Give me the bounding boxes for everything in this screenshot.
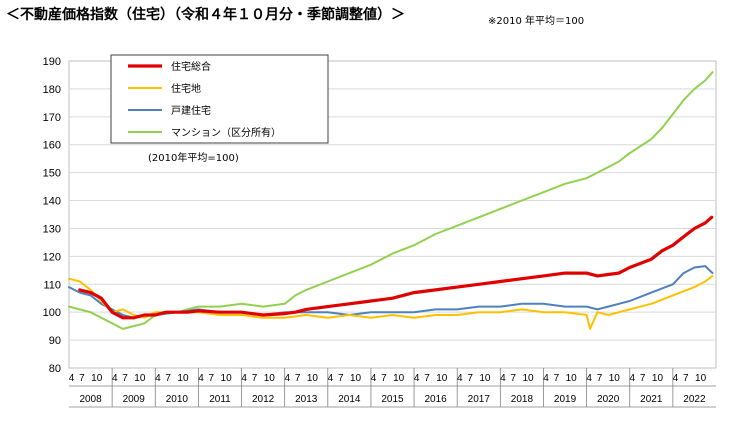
month-tick-label: 4 bbox=[586, 373, 592, 384]
y-tick-label: 120 bbox=[43, 251, 61, 263]
month-tick-label: 4 bbox=[198, 373, 204, 384]
y-tick-label: 160 bbox=[43, 140, 61, 152]
month-tick-label: 7 bbox=[209, 373, 215, 384]
month-tick-label: 10 bbox=[393, 373, 405, 384]
month-tick-label: 4 bbox=[543, 373, 549, 384]
month-tick-label: 7 bbox=[165, 373, 171, 384]
month-tick-label: 10 bbox=[91, 373, 103, 384]
y-tick-label: 80 bbox=[49, 363, 61, 375]
month-tick-label: 7 bbox=[597, 373, 603, 384]
grid-lines bbox=[69, 88, 716, 341]
year-label: 2009 bbox=[123, 394, 146, 405]
month-tick-label: 4 bbox=[673, 373, 679, 384]
year-label: 2012 bbox=[252, 394, 275, 405]
basis-note: (2010年平均=100) bbox=[148, 151, 239, 164]
month-tick-label: 10 bbox=[479, 373, 491, 384]
month-tick-label: 4 bbox=[284, 373, 290, 384]
month-tick-label: 10 bbox=[307, 373, 319, 384]
y-tick-label: 180 bbox=[43, 84, 61, 96]
legend-box bbox=[110, 54, 329, 144]
month-tick-label: 7 bbox=[338, 373, 344, 384]
y-axis: 80 90 100 110 120 130 140 150 160 170 180 190 bbox=[43, 56, 61, 375]
y-tick-label: 90 bbox=[49, 335, 61, 347]
year-label: 2013 bbox=[295, 394, 318, 405]
month-tick-label: 10 bbox=[221, 373, 233, 384]
series-lines bbox=[68, 71, 714, 330]
month-tick-label: 7 bbox=[683, 373, 689, 384]
year-label: 2014 bbox=[338, 394, 361, 405]
month-tick-label: 7 bbox=[424, 373, 430, 384]
y-tick-label: 170 bbox=[43, 112, 61, 124]
year-label: 2008 bbox=[79, 394, 102, 405]
year-label: 2019 bbox=[554, 394, 577, 405]
page-title: ＜不動産価格指数（住宅）（令和４年１０月分・季節調整値）＞ bbox=[6, 7, 405, 23]
y-tick-label: 110 bbox=[43, 279, 61, 291]
legend-label: 住宅地 bbox=[171, 82, 201, 95]
month-tick-label: 7 bbox=[381, 373, 387, 384]
month-tick-label: 7 bbox=[252, 373, 258, 384]
month-tick-label: 4 bbox=[241, 373, 247, 384]
series-line-1 bbox=[78, 215, 714, 320]
month-tick-label: 7 bbox=[554, 373, 560, 384]
year-label: 2021 bbox=[640, 394, 663, 405]
month-tick-label: 4 bbox=[414, 373, 420, 384]
year-label: 2018 bbox=[511, 394, 534, 405]
y-tick-label: 100 bbox=[43, 307, 61, 319]
month-tick-label: 7 bbox=[640, 373, 646, 384]
month-tick-label: 4 bbox=[112, 373, 118, 384]
month-tick-label: 4 bbox=[371, 373, 377, 384]
month-tick-label: 4 bbox=[630, 373, 636, 384]
month-tick-label: 10 bbox=[609, 373, 621, 384]
year-label: 2010 bbox=[166, 394, 189, 405]
month-tick-label: 7 bbox=[510, 373, 516, 384]
legend-label: 住宅総合 bbox=[171, 60, 211, 73]
month-tick-label: 10 bbox=[566, 373, 578, 384]
year-label: 2016 bbox=[425, 394, 448, 405]
month-tick-label: 4 bbox=[155, 373, 161, 384]
month-tick-label: 10 bbox=[436, 373, 448, 384]
month-tick-label: 7 bbox=[467, 373, 473, 384]
month-tick-label: 10 bbox=[134, 373, 146, 384]
year-label: 2022 bbox=[683, 394, 706, 405]
month-tick-label: 7 bbox=[79, 373, 85, 384]
base-year-note: ※2010 年平均＝100 bbox=[488, 16, 585, 27]
month-tick-label: 10 bbox=[264, 373, 276, 384]
y-tick-label: 130 bbox=[43, 223, 61, 235]
month-tick-label: 10 bbox=[350, 373, 362, 384]
month-tick-label: 7 bbox=[295, 373, 301, 384]
month-tick-label: 4 bbox=[69, 373, 75, 384]
month-tick-label: 10 bbox=[695, 373, 707, 384]
month-tick-label: 4 bbox=[457, 373, 463, 384]
year-label: 2020 bbox=[597, 394, 620, 405]
y-tick-label: 190 bbox=[43, 56, 61, 68]
month-tick-label: 10 bbox=[177, 373, 189, 384]
month-tick-label: 10 bbox=[522, 373, 534, 384]
y-tick-label: 140 bbox=[43, 196, 61, 208]
legend-label: 戸建住宅 bbox=[171, 104, 211, 117]
year-label: 2017 bbox=[468, 394, 491, 405]
year-label: 2011 bbox=[209, 394, 231, 405]
month-tick-label: 4 bbox=[328, 373, 334, 384]
legend-label: マンション（区分所有） bbox=[171, 126, 281, 139]
y-tick-label: 150 bbox=[43, 168, 61, 180]
month-tick-label: 4 bbox=[500, 373, 506, 384]
month-tick-label: 7 bbox=[122, 373, 128, 384]
month-tick-label: 10 bbox=[652, 373, 664, 384]
year-label: 2015 bbox=[381, 394, 404, 405]
series-line-4 bbox=[68, 71, 714, 330]
